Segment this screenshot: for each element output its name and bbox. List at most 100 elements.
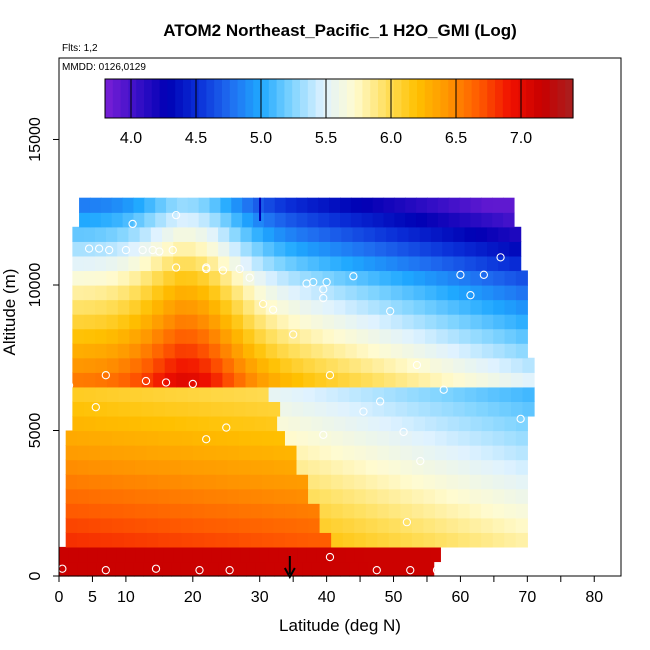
curtain-cell [100, 503, 113, 519]
colorbar-swatch [245, 79, 254, 118]
colorbar-tick-label: 4.0 [120, 130, 142, 147]
curtain-cell [208, 284, 221, 301]
curtain-cell [481, 314, 494, 330]
curtain-cell [198, 197, 211, 213]
curtain-cell [146, 488, 159, 504]
colorbar-swatch [456, 79, 465, 118]
curtain-cell [83, 415, 96, 432]
colorbar-swatch [440, 79, 449, 118]
curtain-cell [459, 343, 472, 359]
latitude-marker-arrow [283, 556, 296, 580]
colorbar-swatch [448, 79, 457, 118]
curtain-cell [117, 314, 130, 330]
flight-track-point [101, 371, 110, 380]
curtain-cell [377, 488, 390, 504]
curtain-cell [365, 532, 378, 548]
curtain-cell [163, 299, 176, 315]
curtain-cell [386, 561, 397, 577]
curtain-cell [158, 430, 171, 446]
colorbar-tick-label: 7.0 [510, 130, 532, 147]
curtain-cell [186, 299, 199, 315]
curtain-cell [204, 517, 217, 533]
y-tick-label: 10000 [27, 263, 44, 308]
curtain-cell [311, 343, 324, 359]
curtain-cell [154, 546, 165, 563]
curtain-cell [402, 415, 415, 432]
curtain-cell [322, 415, 335, 432]
curtain-cell [100, 445, 113, 461]
curtain-cell [322, 284, 335, 301]
curtain-cell [504, 415, 517, 432]
curtain-cell [72, 401, 85, 417]
curtain-cell [368, 284, 381, 301]
flight-track-points [58, 210, 539, 575]
curtain-cell [386, 255, 398, 272]
curtain-cell [342, 459, 355, 475]
curtain-cell [150, 255, 163, 272]
curtain-cell [418, 357, 431, 373]
curtain-cell [481, 212, 493, 228]
curtain-cell [400, 488, 413, 504]
curtain-cell [296, 430, 309, 446]
curtain-cell [418, 386, 431, 402]
curtain-cell [111, 430, 124, 446]
curtain-cell [411, 430, 425, 446]
plot-frame [58, 57, 622, 577]
curtain-cell [423, 503, 436, 519]
curtain-cell [187, 386, 200, 402]
curtain-cell [284, 459, 298, 475]
curtain-cell [307, 212, 319, 228]
curtain-cell [95, 343, 108, 359]
curtain-cell [374, 255, 387, 272]
curtain-cell [408, 255, 421, 272]
flight-track-point [456, 270, 465, 279]
curtain-cell [89, 197, 102, 213]
curtain-cell [220, 284, 233, 301]
curtain-cell [350, 197, 363, 213]
colorbar-tick-label: 5.0 [250, 130, 272, 147]
curtain-cell [227, 445, 240, 461]
curtain-cell [184, 226, 197, 242]
curtain-cell [238, 474, 251, 490]
curtain-cell [515, 517, 528, 533]
curtain-cell [238, 430, 251, 446]
colorbar-swatch [518, 79, 527, 118]
x-tick-label: 60 [452, 589, 470, 606]
flight-track-point [84, 244, 94, 253]
curtain-cell [146, 445, 159, 461]
curtain-cell [481, 459, 494, 475]
curtain-cell [77, 532, 90, 548]
x-tick-label: 50 [385, 589, 403, 606]
curtain-cell [238, 517, 251, 533]
curtain-cell [162, 255, 174, 272]
curtain-cell [470, 299, 483, 315]
curtain-cell [296, 197, 308, 213]
curtain-cell [117, 270, 130, 286]
curtain-cell [377, 503, 390, 519]
curtain-cell [421, 546, 432, 563]
marker-head [283, 567, 296, 580]
curtain-cell [129, 314, 142, 330]
curtain-cell [318, 241, 331, 257]
curtain-cell [379, 314, 392, 330]
curtain-cell [83, 372, 97, 388]
curtain-cell [319, 503, 332, 519]
curtain-cell [492, 197, 504, 213]
curtain-cell [129, 343, 142, 359]
curtain-cell [77, 517, 90, 533]
curtain-cell [330, 255, 342, 272]
colorbar-swatch [151, 79, 161, 118]
curtain-cell [227, 474, 240, 490]
curtain-cell [464, 226, 477, 242]
curtain-cell [242, 415, 255, 432]
colorbar-swatch [144, 79, 153, 118]
curtain-cell [319, 532, 332, 548]
x-axis: 0 5 10 20 30 40 50 60 70 80 [55, 576, 603, 606]
curtain-cell [296, 488, 309, 504]
curtain-cell [118, 386, 131, 402]
curtain-cell [265, 343, 278, 359]
curtain-cell [263, 197, 276, 213]
curtain-cell [416, 212, 428, 228]
curtain-cell [211, 546, 222, 563]
curtain-cell [504, 532, 517, 548]
